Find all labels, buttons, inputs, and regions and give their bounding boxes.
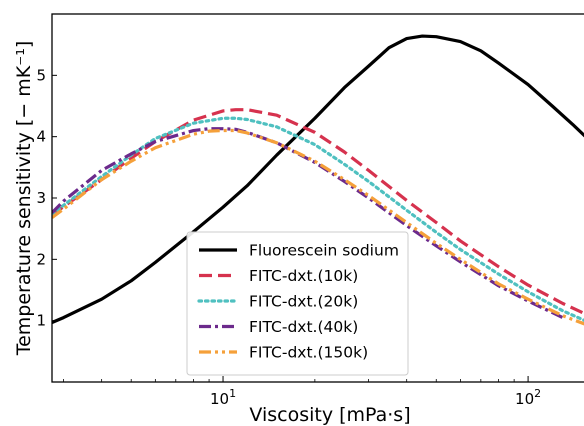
y-tick-label: 3 xyxy=(36,189,46,207)
series-line-1 xyxy=(52,34,584,324)
ticks: 1 2 3 4 5 101 102 xyxy=(36,66,541,408)
series-line-5 xyxy=(52,128,584,326)
x-axis-label: Viscosity [mPa·s] xyxy=(249,404,410,426)
legend-label: FITC-dxt.(40k) xyxy=(249,318,358,336)
legend-label: FITC-dxt.(150k) xyxy=(249,344,368,362)
legend-box xyxy=(186,231,409,376)
y-tick-label: 1 xyxy=(36,312,46,330)
x-tick-label: 101 xyxy=(210,387,236,408)
legend-label: FITC-dxt.(10k) xyxy=(249,267,358,285)
series-line-2 xyxy=(52,108,584,316)
legend-label: FITC-dxt.(20k) xyxy=(249,293,358,311)
y-tick-label: 4 xyxy=(36,128,46,146)
y-tick-label: 2 xyxy=(36,250,46,268)
plot-lines xyxy=(52,34,584,326)
legend: Fluorescein sodium FITC-dxt.(10k) FITC-dxt… xyxy=(186,231,409,376)
legend-label: Fluorescein sodium xyxy=(249,242,399,260)
x-tick-label: 102 xyxy=(515,387,541,408)
plot-frame xyxy=(51,13,584,383)
y-tick-label: 5 xyxy=(36,66,46,84)
y-axis-label: Temperature sensitivity [− mK⁻¹] xyxy=(13,41,35,357)
